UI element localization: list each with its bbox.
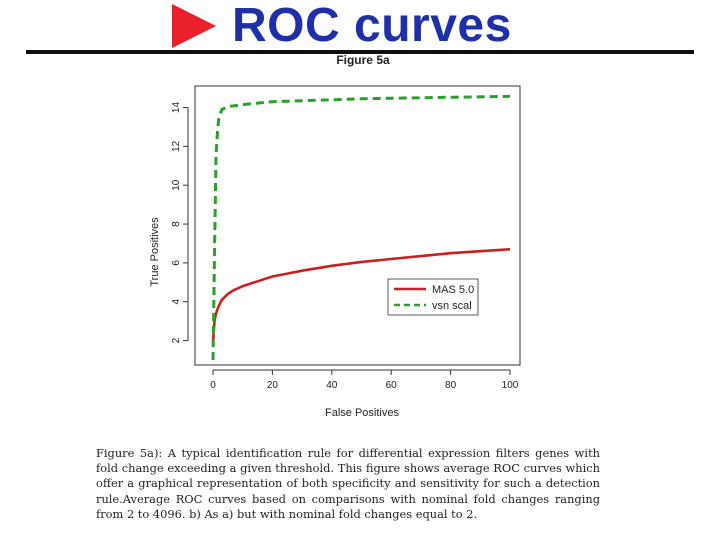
y-axis-label: True Positives bbox=[149, 217, 161, 287]
plot-box bbox=[194, 85, 521, 366]
series-line-mas5 bbox=[211, 248, 511, 343]
y-tick-label: 6 bbox=[171, 260, 182, 266]
series-lines bbox=[211, 94, 511, 361]
y-tick-label: 10 bbox=[171, 179, 182, 191]
x-tick-label: 0 bbox=[210, 380, 216, 391]
y-tick-label: 8 bbox=[171, 221, 182, 227]
triangle-right-icon bbox=[172, 4, 216, 48]
x-tick-label: 40 bbox=[326, 380, 338, 391]
x-axis-label: False Positives bbox=[325, 407, 399, 419]
axes: 0 20 40 60 80 100 2 4 6 8 10 12 14 bbox=[171, 102, 519, 391]
x-tick-label: 20 bbox=[267, 380, 279, 391]
series-line-vsn bbox=[211, 94, 511, 361]
figure-caption: Figure 5a): A typical identification rul… bbox=[96, 446, 600, 521]
legend: MAS 5.0 vsn scal bbox=[387, 278, 479, 316]
y-tick-label: 2 bbox=[171, 337, 182, 343]
x-tick-label: 80 bbox=[445, 380, 457, 391]
legend-label-vsn: vsn scal bbox=[432, 300, 472, 312]
y-tick-label: 12 bbox=[171, 140, 182, 152]
slide-header: ROC curves bbox=[0, 0, 720, 54]
y-tick-label: 14 bbox=[171, 102, 182, 114]
roc-chart-svg: Figure 5a 0 20 40 60 80 100 2 4 6 8 10 12 14 False P… bbox=[149, 53, 521, 419]
legend-box bbox=[387, 278, 479, 316]
title-divider bbox=[26, 50, 694, 54]
y-tick-label: 4 bbox=[171, 299, 182, 305]
x-tick-label: 60 bbox=[386, 380, 398, 391]
slide-title: ROC curves bbox=[232, 0, 512, 52]
legend-label-mas5: MAS 5.0 bbox=[432, 284, 474, 296]
chart-title: Figure 5a bbox=[336, 53, 390, 67]
roc-chart: Figure 5a 0 20 40 60 80 100 2 4 6 8 10 12 14 False P… bbox=[140, 52, 540, 424]
x-tick-label: 100 bbox=[502, 380, 519, 391]
